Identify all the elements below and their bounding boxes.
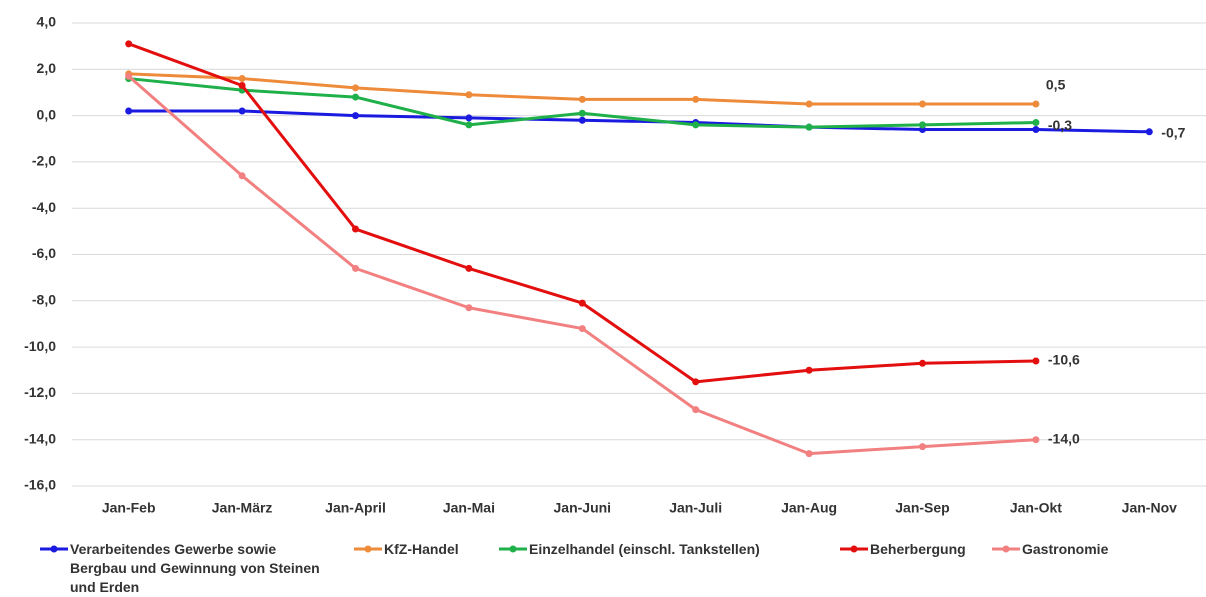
legend: Verarbeitendes Gewerbe sowie Bergbau und… bbox=[0, 540, 1206, 596]
x-tick-label: Jan-Feb bbox=[102, 500, 156, 516]
legend-item: KfZ-Handel bbox=[352, 540, 492, 559]
marker bbox=[578, 109, 586, 117]
y-tick-label: -6,0 bbox=[32, 245, 56, 261]
marker bbox=[1032, 119, 1040, 127]
y-tick-label: 4,0 bbox=[37, 14, 57, 30]
marker bbox=[578, 325, 586, 333]
y-tick-label: 0,0 bbox=[37, 106, 57, 122]
marker bbox=[238, 82, 246, 90]
marker bbox=[125, 107, 133, 115]
legend-label: Verarbeitendes Gewerbe sowie Bergbau und… bbox=[70, 541, 320, 595]
legend-key bbox=[354, 545, 382, 553]
marker bbox=[1032, 357, 1040, 365]
marker bbox=[125, 40, 133, 48]
marker bbox=[578, 116, 586, 124]
legend-key bbox=[840, 545, 868, 553]
x-tick-label: Jan-Mai bbox=[443, 500, 495, 516]
marker bbox=[692, 378, 700, 386]
marker bbox=[692, 121, 700, 129]
legend-item: Gastronomie bbox=[990, 540, 1190, 559]
y-tick-label: -14,0 bbox=[24, 430, 56, 446]
x-tick-label: Jan-Sep bbox=[895, 500, 949, 516]
marker bbox=[1032, 436, 1040, 444]
marker bbox=[919, 121, 926, 129]
data-label: 0,5 bbox=[1046, 77, 1066, 93]
marker bbox=[352, 84, 359, 92]
marker bbox=[465, 114, 473, 122]
marker bbox=[352, 93, 359, 101]
marker bbox=[805, 366, 813, 374]
x-tick-label: Jan-April bbox=[325, 500, 386, 516]
legend-label: KfZ-Handel bbox=[384, 541, 459, 557]
marker bbox=[352, 112, 359, 120]
legend-label: Einzelhandel (einschl. Tankstellen) bbox=[529, 541, 760, 557]
legend-item: Verarbeitendes Gewerbe sowie Bergbau und… bbox=[38, 540, 338, 597]
marker bbox=[352, 225, 359, 233]
line bbox=[128, 109, 1150, 134]
marker bbox=[805, 100, 813, 108]
legend-marker bbox=[364, 545, 372, 553]
legend-marker bbox=[1002, 545, 1010, 553]
x-tick-label: Jan-März bbox=[212, 500, 273, 516]
marker bbox=[465, 91, 473, 99]
y-tick-label: -8,0 bbox=[32, 292, 56, 308]
x-tick-label: Jan-Okt bbox=[1010, 500, 1062, 516]
line bbox=[127, 75, 1036, 456]
marker bbox=[465, 264, 473, 272]
y-tick-label: -10,0 bbox=[24, 338, 56, 354]
marker bbox=[692, 95, 700, 103]
marker bbox=[1145, 128, 1153, 136]
legend-label: Beherbergung bbox=[870, 541, 966, 557]
y-tick-label: 2,0 bbox=[37, 60, 57, 76]
legend-key bbox=[499, 545, 527, 553]
legend-item: Einzelhandel (einschl. Tankstellen) bbox=[497, 540, 837, 559]
legend-label: Gastronomie bbox=[1022, 541, 1109, 557]
marker bbox=[1032, 100, 1040, 108]
x-tick-label: Jan-Nov bbox=[1122, 500, 1177, 516]
marker bbox=[465, 121, 473, 129]
x-tick-label: Jan-Aug bbox=[781, 500, 837, 516]
marker bbox=[238, 107, 246, 115]
marker bbox=[238, 172, 246, 180]
marker bbox=[578, 299, 586, 307]
marker bbox=[919, 100, 926, 108]
marker bbox=[919, 443, 926, 451]
marker bbox=[238, 75, 246, 83]
data-label: -0,3 bbox=[1048, 117, 1072, 133]
legend-item: Beherbergung bbox=[838, 540, 988, 559]
marker bbox=[1032, 125, 1040, 133]
data-label: -0,7 bbox=[1161, 125, 1185, 141]
legend-key bbox=[992, 545, 1020, 553]
data-label: -14,0 bbox=[1048, 430, 1080, 446]
marker bbox=[692, 406, 700, 414]
y-tick-label: -16,0 bbox=[24, 477, 56, 493]
legend-marker bbox=[850, 545, 858, 553]
y-tick-label: -12,0 bbox=[24, 384, 56, 400]
marker bbox=[125, 72, 133, 80]
marker bbox=[465, 304, 473, 312]
marker bbox=[805, 123, 813, 131]
data-label: -10,6 bbox=[1048, 352, 1080, 368]
marker bbox=[805, 450, 813, 458]
marker bbox=[578, 95, 586, 103]
marker bbox=[352, 264, 359, 272]
x-tick-label: Jan-Juli bbox=[669, 500, 722, 516]
legend-key bbox=[40, 545, 68, 553]
legend-marker bbox=[509, 545, 517, 553]
y-tick-label: -4,0 bbox=[32, 199, 56, 215]
marker bbox=[919, 359, 926, 367]
legend-marker bbox=[50, 545, 58, 553]
chart: 4,0 2,0 0,0 -2,0 -4,0 -6,0 -8,0 -10,0 -12,0 -14,0… bbox=[24, 14, 1206, 516]
x-tick-label: Jan-Juni bbox=[554, 500, 612, 516]
y-tick-label: -2,0 bbox=[32, 153, 56, 169]
